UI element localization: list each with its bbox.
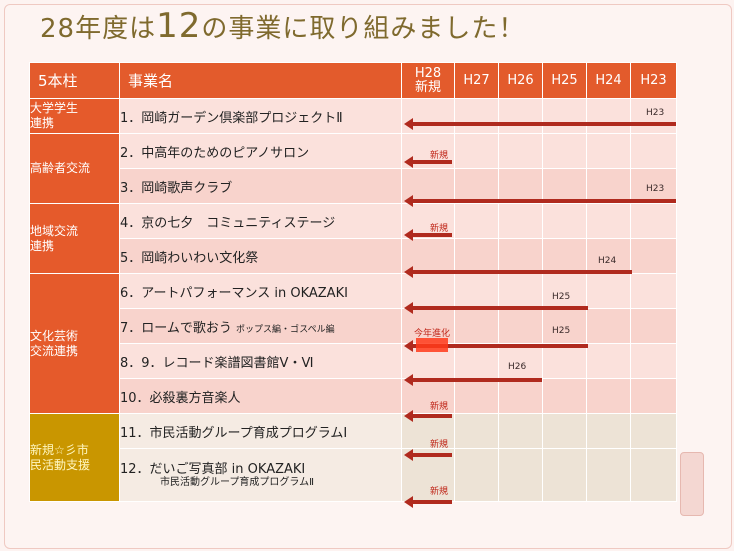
arrow-head: [404, 340, 413, 352]
start-label: 新規: [430, 440, 449, 450]
timeline-arrow: [412, 199, 676, 203]
project-name: 6．アートパフォーマンス in OKAZAKI: [119, 273, 402, 309]
table-row: 7．ロームで歌おう ポップス編・ゴスペル編: [30, 308, 677, 344]
evolved-label: 今年進化: [414, 329, 451, 339]
timeline-arrow: [412, 378, 542, 382]
timeline-arrow: [412, 160, 452, 164]
arrow-head: [404, 410, 413, 422]
start-label: H26: [508, 362, 527, 372]
title-suffix: の事業に取り組みました！: [201, 14, 526, 44]
start-label: 新規: [430, 224, 449, 234]
timeline-arrow: [412, 122, 676, 126]
project-name: 2．中高年のためのピアノサロン: [119, 133, 402, 169]
start-label: 新規: [430, 487, 449, 497]
title-number: 12: [156, 6, 202, 46]
timeline-arrow: [412, 344, 588, 348]
arrow-head: [404, 195, 413, 207]
project-name: 4．京の七夕 コミュニティステージ: [119, 203, 402, 239]
start-label: H25: [552, 326, 571, 336]
project-name: 7．ロームで歌おう ポップス編・ゴスペル編: [119, 308, 402, 344]
header-row: 5本柱 事業名 H28 新規 H27 H26 H25 H24 H23: [29, 62, 677, 99]
project-name: 12．だいご写真部 in OKAZAKI 市民活動グループ育成プログラムⅡ: [119, 448, 402, 502]
table-row: 新規☆彡市民活動支援 11．市民活動グループ育成プログラムⅠ: [29, 413, 677, 502]
start-label: H23: [646, 108, 665, 118]
header-year: H25: [542, 62, 587, 99]
timeline-arrow: [412, 270, 632, 274]
arrow-head: [404, 266, 413, 278]
start-label: H24: [598, 256, 617, 266]
header-pillar: 5本柱: [29, 62, 120, 99]
timeline-arrow: [412, 500, 452, 504]
table-row: 12．だいご写真部 in OKAZAKI 市民活動グループ育成プログラムⅡ: [30, 448, 677, 502]
arrow-head: [404, 229, 413, 241]
pillar-cell-new: 新規☆彡市民活動支援: [29, 413, 120, 502]
start-label: H25: [552, 292, 571, 302]
arrow-head: [404, 496, 413, 508]
table-row: 文化芸術交流連携 6．アートパフォーマンス in OKAZAKI: [29, 273, 677, 414]
header-h28: H28 新規: [401, 62, 455, 99]
start-label: H23: [646, 184, 665, 194]
arrow-head: [404, 156, 413, 168]
timeline-arrow: [412, 233, 452, 237]
header-year: H23: [630, 62, 677, 99]
side-tab: [680, 452, 704, 516]
table-row: 10．必殺裏方音楽人: [30, 378, 677, 414]
arrow-head: [404, 118, 413, 130]
arrow-head: [404, 374, 413, 386]
project-name: 5．岡崎わいわい文化祭: [119, 238, 402, 274]
pillar-cell: 地域交流連携: [29, 203, 120, 274]
project-table: 5本柱 事業名 H28 新規 H27 H26 H25 H24 H23 大学学生連携…: [29, 62, 677, 502]
arrow-head: [404, 302, 413, 314]
project-name: 10．必殺裏方音楽人: [119, 378, 402, 414]
pillar-cell: 大学学生連携: [29, 98, 120, 134]
title-prefix: 28年度は: [40, 14, 157, 44]
slide-title: 28年度は12の事業に取り組みました！: [40, 6, 525, 46]
start-label: 新規: [430, 151, 449, 161]
table-row: 大学学生連携 1．岡崎ガーデン倶楽部プロジェクトⅡ: [29, 98, 677, 134]
header-year: H24: [586, 62, 631, 99]
header-year: H27: [454, 62, 499, 99]
table-row: 8．9．レコード楽譜図書館Ⅴ・Ⅵ: [30, 343, 677, 379]
project-name: 1．岡崎ガーデン倶楽部プロジェクトⅡ: [119, 98, 402, 134]
table-row: 3．岡崎歌声クラブ: [30, 168, 677, 204]
project-name: 3．岡崎歌声クラブ: [119, 168, 402, 204]
pillar-cell: 文化芸術交流連携: [29, 273, 120, 414]
timeline-arrow: [412, 453, 452, 457]
pillar-cell: 高齢者交流: [29, 133, 120, 204]
project-name: 8．9．レコード楽譜図書館Ⅴ・Ⅵ: [119, 343, 402, 379]
timeline-arrow: [412, 306, 588, 310]
project-name: 11．市民活動グループ育成プログラムⅠ: [119, 413, 402, 449]
start-label: 新規: [430, 402, 449, 412]
header-name: 事業名: [119, 62, 402, 99]
table-row: 地域交流連携 4．京の七夕 コミュニティステージ: [29, 203, 677, 274]
table-row: 5．岡崎わいわい文化祭: [30, 238, 677, 274]
header-year: H26: [498, 62, 543, 99]
timeline-arrow: [412, 414, 452, 418]
evolved-highlight: [416, 338, 448, 352]
table-row: 高齢者交流 2．中高年のためのピアノサロン: [29, 133, 677, 204]
arrow-head: [404, 449, 413, 461]
